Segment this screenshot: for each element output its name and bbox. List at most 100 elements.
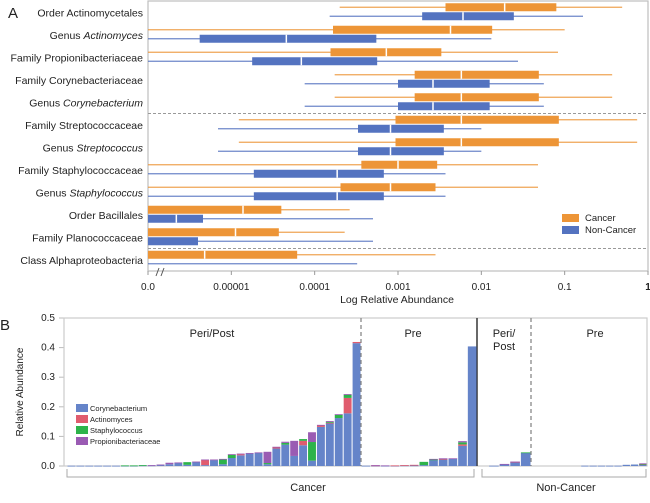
bar-segment-staphylococcus (308, 442, 316, 461)
x-tick-label: 0.1 (558, 282, 572, 293)
bar-segment-corynebacterium (467, 346, 477, 466)
bar-segment-corynebacterium (419, 465, 429, 466)
subgroup-label-line2: Post (493, 341, 515, 353)
bar-segment-propionibacteriaceae (201, 459, 210, 461)
y-tick-label: 0.2 (41, 402, 55, 413)
bar-segment-actinomyces (272, 447, 281, 449)
group-label: Non-Cancer (536, 482, 596, 494)
non_cancer-box (199, 34, 377, 43)
taxon-name: Alphaproteobacteria (49, 255, 143, 267)
taxon-rank: Family (25, 120, 59, 132)
bar-segment-corynebacterium (67, 465, 76, 467)
taxon-label: Order Actinomycetales (37, 7, 143, 19)
bar-segment-corynebacterium (499, 464, 510, 466)
bar-segment-propionibacteriaceae (210, 459, 218, 461)
bar-segment-propionibacteriaceae (263, 451, 272, 464)
taxon-name: Corynebacteriaceae (49, 75, 143, 87)
axis-break-mark (155, 267, 160, 277)
bar-segment-actinomyces (438, 458, 448, 460)
non_cancer-box (148, 237, 198, 246)
legend-label: Actinomyces (90, 415, 133, 424)
bar-segment-actinomyces (299, 440, 308, 446)
non_cancer-box (398, 102, 490, 111)
taxon-label: Family Propionibacteriaceae (11, 52, 144, 64)
bar-segment-actinomyces (343, 397, 352, 414)
taxon-label: Family Streptococcaceae (25, 120, 143, 132)
bar-segment-corynebacterium (325, 423, 334, 466)
legend-swatch (562, 214, 579, 222)
y-tick-label: 0.5 (41, 313, 55, 324)
bar-segment-corynebacterium (448, 458, 458, 466)
bar-segment-corynebacterium (622, 464, 630, 466)
bar-segment-corynebacterium (520, 452, 531, 466)
bar-segment-staphylococcus (227, 454, 236, 459)
bar-segment-corynebacterium (272, 448, 281, 466)
bar-segment-actinomyces (236, 454, 245, 456)
bar-segment-corynebacterium (263, 464, 272, 466)
bar-segment-corynebacterium (174, 462, 183, 466)
taxon-rank: Family (32, 232, 66, 244)
bar-segment-corynebacterium (510, 462, 520, 466)
legend-swatch (76, 415, 88, 423)
cancer-bracket (66, 469, 475, 478)
x-tick-label: 0.00001 (213, 282, 250, 293)
x-tick-label: 0.01 (472, 282, 492, 293)
taxon-rank: Genus (36, 187, 70, 199)
legend-swatch (76, 437, 88, 445)
x-axis-title: Log Relative Abundance (340, 294, 454, 306)
bar-segment-propionibacteriaceae (448, 458, 458, 460)
bar-segment-propionibacteriaceae (227, 454, 236, 455)
bar-segment-staphylococcus (281, 442, 290, 445)
bar-segment-propionibacteriaceae (156, 464, 165, 466)
bar-segment-corynebacterium (281, 444, 290, 466)
bar-segment-propionibacteriaceae (639, 463, 647, 465)
bar-segment-corynebacterium (489, 465, 499, 467)
cancer-box (148, 205, 282, 214)
subgroup-label: Peri/Post (190, 328, 235, 340)
bar-segment-propionibacteriaceae (380, 465, 390, 467)
bar-segment-staphylococcus (458, 442, 467, 445)
non_cancer-box (358, 147, 444, 156)
bar-segment-corynebacterium (165, 464, 174, 466)
taxon-name: Staphylococcaceae (52, 165, 143, 177)
bar-segment-propionibacteriaceae (308, 432, 316, 443)
taxon-rank: Order (37, 7, 66, 19)
taxon-label: Genus Corynebacterium (29, 97, 143, 109)
legend-label: Corynebacterium (90, 404, 147, 413)
taxon-label: Family Planococcaceae (32, 232, 143, 244)
cancer-box (445, 3, 557, 12)
bar-segment-staphylococcus (520, 452, 531, 454)
cancer-box (414, 70, 539, 79)
bar-segment-corynebacterium (438, 459, 448, 466)
bar-segment-corynebacterium (429, 460, 438, 466)
taxon-label: Genus Staphylococcus (36, 187, 144, 199)
taxon-name: Streptococcus (76, 142, 143, 154)
bar-segment-corynebacterium (581, 465, 589, 467)
bar-segment-actinomyces (352, 341, 361, 344)
bar-segment-actinomyces (458, 444, 467, 446)
bar-segment-corynebacterium (639, 464, 647, 466)
bar-segment-actinomyces (390, 465, 400, 467)
panel-label-a: A (8, 5, 18, 22)
cancer-box (148, 250, 298, 259)
x-tick-label: 1 (645, 282, 650, 293)
non_cancer-box (398, 79, 490, 88)
bar-segment-corynebacterium (458, 445, 467, 466)
y-axis-title: Relative Abundance (15, 347, 26, 436)
taxon-rank: Family (11, 52, 45, 64)
bar-segment-propionibacteriaceae (281, 441, 290, 443)
legend-label: Non-Cancer (585, 225, 636, 236)
bar-segment-corynebacterium (597, 465, 606, 467)
taxon-label: Order Bacillales (69, 210, 143, 222)
y-tick-label: 0.0 (41, 461, 55, 472)
bar-segment-staphylococcus (129, 465, 138, 467)
taxon-name: Actinomycetales (67, 7, 143, 19)
legend-swatch (76, 426, 88, 434)
taxon-label: Family Staphylococcaceae (18, 165, 143, 177)
bar-segment-corynebacterium (210, 460, 218, 466)
non_cancer-box (253, 192, 384, 201)
bar-segment-corynebacterium (290, 455, 299, 466)
bar-segment-corynebacterium (85, 465, 94, 467)
bar-segment-corynebacterium (103, 465, 112, 467)
